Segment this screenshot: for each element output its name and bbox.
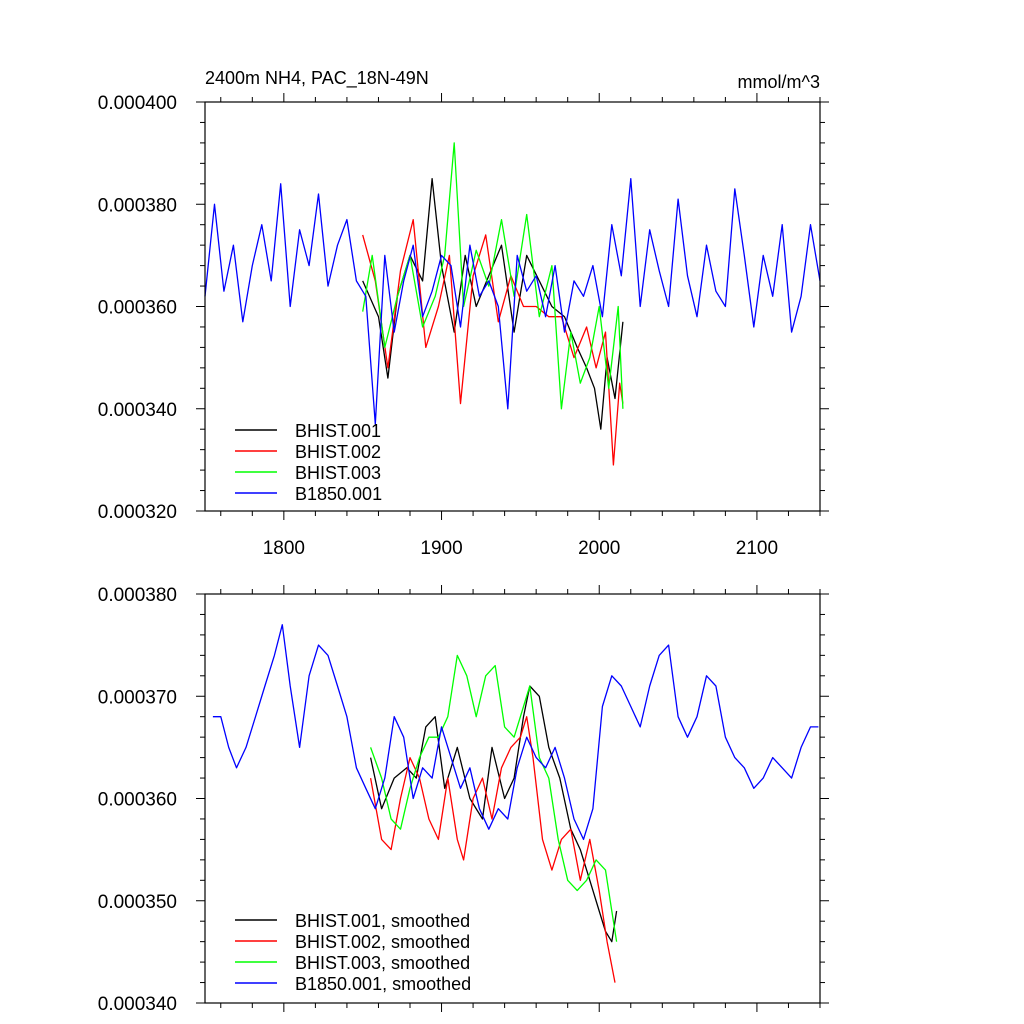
series-line-bhist-003 [362, 142, 624, 410]
legend-label: BHIST.001, smoothed [295, 911, 470, 931]
legend-label: BHIST.002 [295, 442, 381, 462]
series-line-bhist-001 [369, 685, 618, 943]
legend-label: BHIST.002, smoothed [295, 932, 470, 952]
legend-label: B1850.001 [295, 484, 382, 504]
legend-label: B1850.001, smoothed [295, 974, 471, 994]
y-tick-label: 0.000380 [98, 585, 177, 606]
y-tick-label: 0.000400 [98, 93, 177, 114]
y-tick-label: 0.000360 [98, 790, 177, 811]
y-tick-label: 0.000370 [98, 687, 177, 708]
y-tick-label: 0.000340 [98, 994, 177, 1015]
plot-frame [204, 101, 821, 512]
bottom-panel: 0.000340 0.000350 0.000360 0.000370 0.000380… [98, 585, 829, 1015]
series-line-bhist-002 [362, 218, 624, 466]
top-panel: 2400m NH4, PAC_18N-49N mmol/m^3 0.000320… [98, 68, 829, 559]
y-tick-label: 0.000350 [98, 892, 177, 913]
series-line-bhist-001 [362, 178, 624, 430]
y-tick-label: 0.000380 [98, 195, 177, 216]
series-line-bhist-003 [369, 654, 618, 942]
legend-label: BHIST.001 [295, 421, 381, 441]
x-tick-label: 1900 [420, 538, 462, 559]
legend-label: BHIST.003, smoothed [295, 953, 470, 973]
series-line-bhist-002 [369, 716, 616, 983]
series-line-b1850-001 [204, 178, 821, 425]
legend-label: BHIST.003 [295, 463, 381, 483]
units-label: mmol/m^3 [738, 72, 820, 92]
x-tick-label: 2100 [736, 538, 778, 559]
y-tick-label: 0.000340 [98, 400, 177, 421]
y-tick-label: 0.000320 [98, 502, 177, 523]
x-tick-label: 2000 [578, 538, 620, 559]
plot-frame [204, 593, 821, 1004]
y-tick-label: 0.000360 [98, 298, 177, 319]
x-tick-label: 1800 [263, 538, 305, 559]
chart-title: 2400m NH4, PAC_18N-49N [205, 68, 429, 89]
series-line-b1850-001 [212, 624, 819, 841]
